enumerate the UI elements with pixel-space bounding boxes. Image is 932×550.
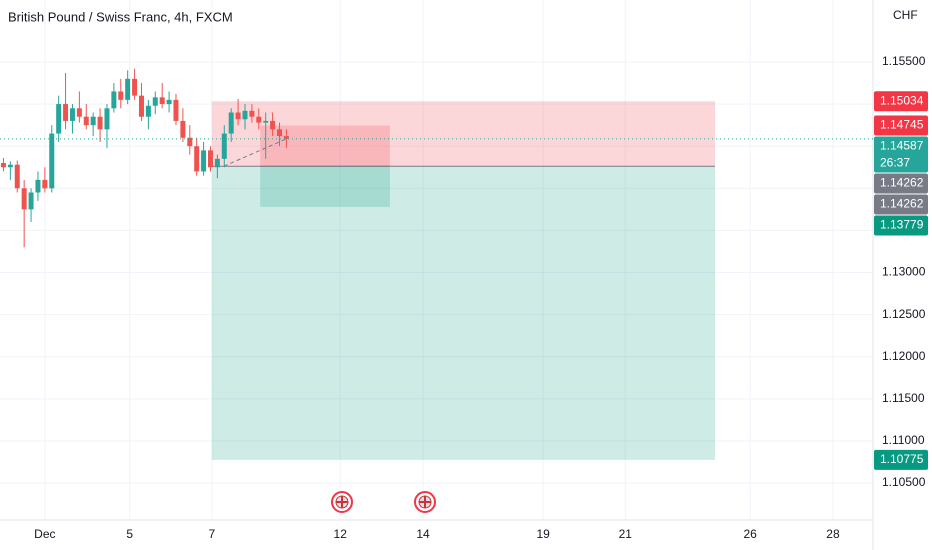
x-tick-label: 12	[334, 527, 348, 541]
candle-body	[42, 179, 48, 189]
candle-body	[263, 120, 269, 123]
candle-body	[104, 108, 110, 130]
price-marker	[874, 173, 928, 194]
loss-zone	[211, 101, 715, 167]
chart-title: British Pound / Swiss Franc, 4h, FXCM	[8, 9, 233, 24]
price-marker	[874, 449, 928, 470]
candle-body	[90, 116, 96, 126]
grid	[0, 0, 873, 520]
candle-body	[207, 150, 213, 168]
price-marker-label: 1.14262	[880, 197, 924, 211]
candle-body	[221, 133, 227, 159]
candle-body	[21, 188, 27, 210]
candle-body	[76, 108, 82, 117]
event-icon[interactable]	[414, 491, 436, 513]
candle-body	[28, 192, 34, 210]
price-marker-label: 1.15034	[880, 93, 924, 107]
x-tick-label: 26	[743, 527, 757, 541]
profit-zone	[260, 166, 390, 207]
candle-body	[256, 116, 262, 123]
x-tick-label: 28	[826, 527, 840, 541]
candle-body	[283, 136, 289, 139]
candle-body	[276, 129, 282, 137]
candle-body	[214, 158, 220, 168]
x-tick-label: 21	[619, 527, 633, 541]
price-markers: 1.15034 1.14745 1.14587 26:37 1.14262 1.14262…	[874, 91, 928, 470]
candle-body	[63, 104, 69, 121]
candle-body	[187, 137, 193, 147]
y-tick-label: 1.15500	[882, 54, 926, 68]
candle-body	[180, 120, 186, 138]
currency-label: CHF	[893, 8, 918, 22]
price-marker-label: 1.10775	[880, 452, 924, 466]
candle-body	[159, 97, 165, 105]
x-tick-label: 5	[126, 527, 133, 541]
price-marker	[874, 215, 928, 236]
candle-body	[152, 97, 158, 106]
profit-zone	[211, 166, 715, 460]
candle-body	[14, 164, 20, 189]
candle-body	[125, 78, 131, 100]
candle-body	[56, 104, 62, 134]
price-marker-label: 1.14262	[880, 176, 924, 190]
candle-body	[194, 146, 200, 172]
price-marker	[874, 91, 928, 112]
candle-body	[49, 133, 55, 189]
candle-body	[118, 91, 124, 100]
y-tick-label: 1.10500	[882, 475, 926, 489]
candle-body	[35, 179, 41, 193]
price-marker	[874, 194, 928, 215]
x-tick-label: 14	[416, 527, 430, 541]
price-marker	[874, 115, 928, 136]
candle-body	[173, 99, 179, 121]
event-icon[interactable]	[331, 491, 353, 513]
price-marker	[874, 136, 928, 173]
y-tick-label: 1.11000	[882, 433, 925, 447]
price-marker-label: 1.13779	[880, 218, 924, 232]
y-tick-label: 1.12500	[882, 307, 926, 321]
candle-body	[201, 150, 207, 172]
position-tools	[211, 101, 715, 460]
x-tick-label: Dec	[34, 527, 55, 541]
trade-path	[223, 138, 287, 167]
y-tick-label: 1.13000	[882, 265, 926, 279]
candle-body	[228, 112, 234, 134]
price-marker-label: 1.14587	[880, 139, 924, 153]
candle-body	[7, 164, 13, 168]
candles	[0, 68, 289, 248]
candle-body	[83, 116, 89, 126]
candle-body	[69, 108, 75, 121]
x-tick-label: 19	[536, 527, 550, 541]
candle-body	[249, 110, 255, 117]
candle-body	[97, 116, 103, 130]
candle-body	[242, 110, 248, 120]
y-tick-label: 1.12000	[882, 349, 926, 363]
candle-body	[270, 120, 276, 130]
y-tick-label: 1.11500	[882, 391, 925, 405]
price-marker-label: 1.14745	[880, 118, 924, 132]
candle-body	[0, 163, 6, 168]
candle-body	[138, 95, 144, 117]
countdown-label: 26:37	[880, 156, 910, 170]
x-tick-label: 7	[209, 527, 216, 541]
candle-body	[111, 91, 117, 109]
candle-body	[235, 112, 241, 120]
candle-body	[145, 105, 151, 117]
candle-body	[132, 78, 138, 96]
candle-body	[166, 99, 172, 105]
